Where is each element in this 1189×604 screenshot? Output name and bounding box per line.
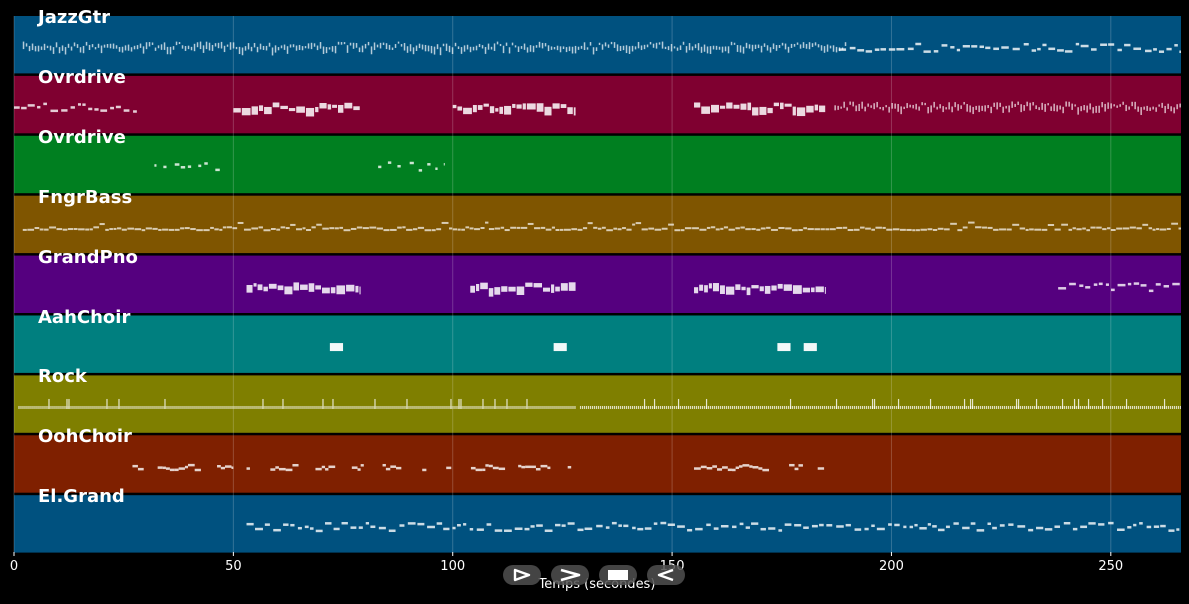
x-tick-label: 250 xyxy=(1098,559,1124,574)
note-segment xyxy=(803,343,817,352)
track-label: Ovrdrive xyxy=(38,66,126,88)
note-segment xyxy=(18,398,576,409)
note-segment xyxy=(579,398,1181,409)
note-segment xyxy=(378,161,445,172)
track-lane xyxy=(14,255,1181,313)
track-lane xyxy=(14,135,1181,194)
note-segment xyxy=(22,221,1181,232)
note-segment xyxy=(470,282,576,297)
track-lane xyxy=(14,16,1181,74)
x-tick-label: 200 xyxy=(879,559,904,574)
note-segment xyxy=(777,343,791,352)
note-layer xyxy=(14,41,1181,533)
track-label: JazzGtr xyxy=(38,7,111,28)
note-segment xyxy=(329,343,344,352)
note-segment xyxy=(132,463,234,472)
track-lane xyxy=(14,375,1181,433)
note-segment xyxy=(246,282,361,295)
note-segment xyxy=(452,103,576,116)
note-segment xyxy=(834,101,1181,115)
note-segment xyxy=(246,463,572,472)
x-tick-label: 0 xyxy=(9,559,19,574)
play-icon xyxy=(512,568,532,582)
note-segment xyxy=(694,283,826,296)
play-button[interactable] xyxy=(503,565,541,585)
track-label: GrandPno xyxy=(38,246,138,268)
note-segment xyxy=(694,463,825,472)
x-axis-ticks xyxy=(13,552,1112,556)
track-label: El.Grand xyxy=(38,486,125,508)
note-segment xyxy=(14,102,137,113)
note-segment xyxy=(838,42,1181,54)
track-label: Rock xyxy=(38,366,87,388)
note-segment xyxy=(154,162,220,172)
track-label: AahChoir xyxy=(38,306,131,328)
track-lane xyxy=(14,435,1181,493)
track-lane xyxy=(14,495,1181,553)
note-segment xyxy=(233,102,360,117)
stop-button[interactable] xyxy=(599,565,637,585)
note-segment xyxy=(1058,282,1180,293)
note-segment xyxy=(553,343,567,352)
x-tick-label: 50 xyxy=(225,559,242,574)
rewind-icon xyxy=(656,568,676,582)
track-lane xyxy=(14,195,1181,254)
stop-icon xyxy=(607,569,629,581)
x-tick-label: 100 xyxy=(440,559,466,574)
track-label: Ovrdrive xyxy=(38,126,126,148)
forward-icon xyxy=(558,568,582,582)
track-lane xyxy=(14,75,1181,134)
track-label: FngrBass xyxy=(38,186,133,208)
note-segment xyxy=(246,521,1180,533)
track-lane xyxy=(14,315,1181,373)
track-label: OohChoir xyxy=(38,426,132,448)
note-segment xyxy=(694,102,826,117)
note-segment xyxy=(22,41,847,56)
forward-button[interactable] xyxy=(551,565,589,585)
rewind-button[interactable] xyxy=(647,565,685,585)
track-lanes xyxy=(14,16,1181,553)
